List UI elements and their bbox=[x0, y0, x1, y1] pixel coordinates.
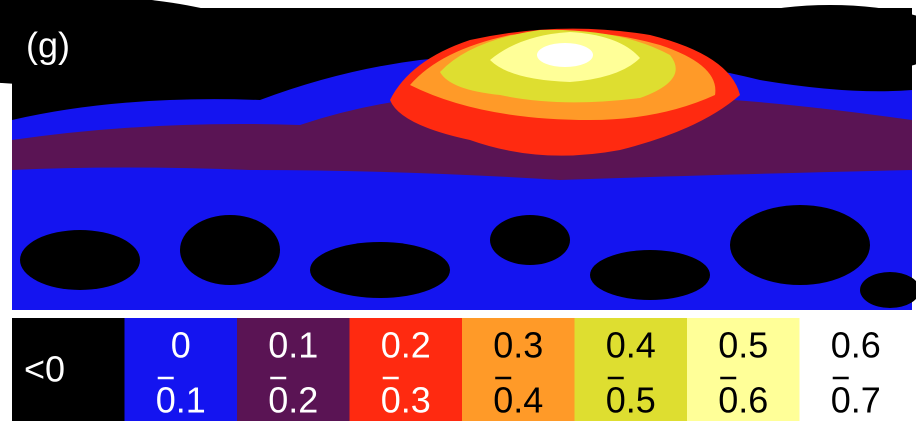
legend-high: 0.7 bbox=[831, 380, 881, 421]
legend-high: 0.1 bbox=[156, 380, 206, 421]
legend-label: <0 bbox=[24, 349, 65, 390]
legend-low: 0.5 bbox=[718, 325, 768, 366]
legend-high: 0.4 bbox=[493, 380, 543, 421]
map-image bbox=[0, 0, 916, 310]
panel-label: (g) bbox=[26, 25, 70, 66]
legend-high: 0.2 bbox=[268, 380, 318, 421]
legend-low: 0.6 bbox=[831, 325, 881, 366]
legend: <0 0 0.1 0.1 0.2 0.2 0.3 0.3 0.4 0.4 0.5 0.5 0.6 0.6 0… bbox=[12, 318, 913, 421]
legend-low: 0.4 bbox=[606, 325, 656, 366]
legend-low: 0.2 bbox=[381, 325, 431, 366]
legend-low: 0.3 bbox=[493, 325, 543, 366]
page: (g) <0 0 0.1 0.1 0.2 0.2 0.3 0.3 0.4 0.4 0.5 0.5 0.6… bbox=[0, 0, 916, 421]
legend-high: 0.3 bbox=[381, 380, 431, 421]
figure: (g) <0 0 0.1 0.1 0.2 0.2 0.3 0.3 0.4 0.4 0.5 0.5 0.6… bbox=[0, 0, 916, 421]
legend-high: 0.5 bbox=[606, 380, 656, 421]
legend-high: 0.6 bbox=[718, 380, 768, 421]
legend-low: 0 bbox=[171, 325, 191, 366]
legend-low: 0.1 bbox=[268, 325, 318, 366]
